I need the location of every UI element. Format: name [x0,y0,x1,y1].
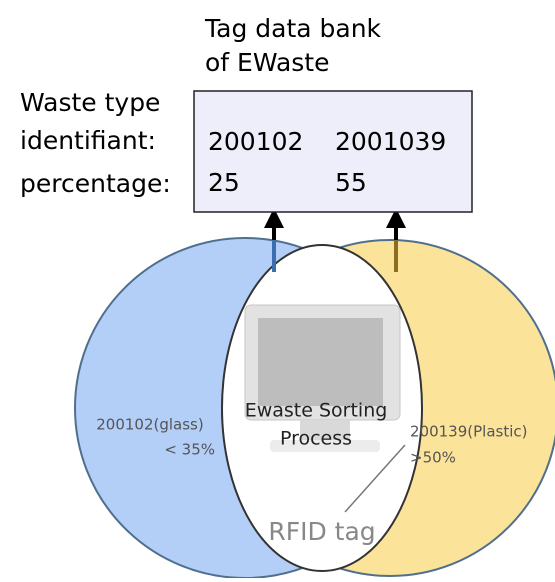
row-label: identifiant: [20,126,156,155]
callout-line [344,444,406,513]
row-label: Waste type [20,88,160,117]
title: Tag data bank [204,14,382,43]
cell: 2001039 [335,127,446,156]
callout-label: RFID tag [268,517,375,546]
data-box [193,90,473,213]
monitor-icon [244,304,401,452]
cell: 55 [335,168,367,197]
cell: 200102 [208,127,303,156]
row-label: percentage: [20,169,171,198]
center-label: Ewaste Sorting [245,400,388,422]
cell: 25 [208,168,240,197]
right-label: 200139(Plastic) [410,423,527,441]
right-share: >50% [410,449,456,467]
title: of EWaste [205,48,330,77]
center-label: Process [280,428,352,450]
left-label: 200102(glass) [96,416,203,434]
left-share: < 35% [164,441,215,459]
